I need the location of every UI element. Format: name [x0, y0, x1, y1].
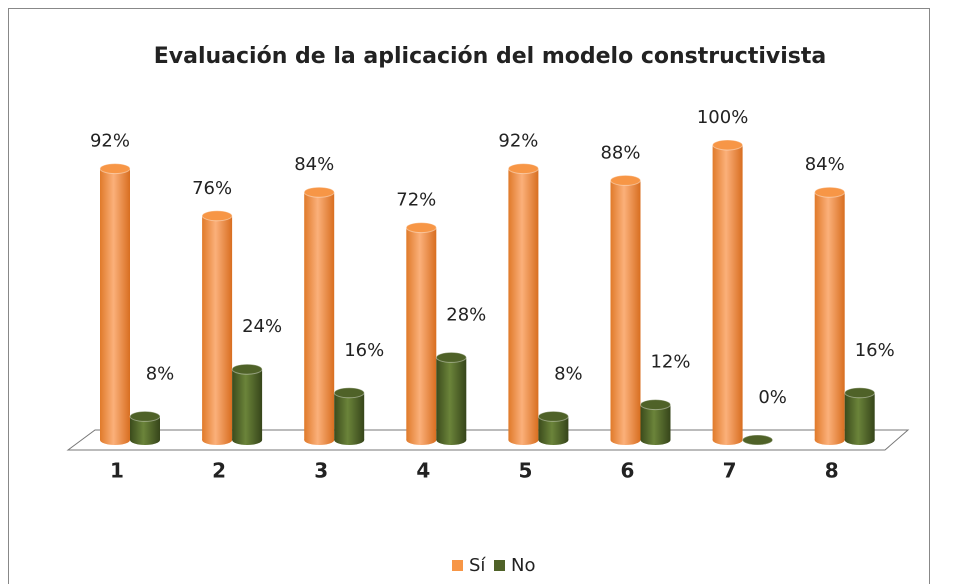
bar-cap: [844, 387, 876, 399]
bar: [334, 392, 365, 440]
bar-cap: [231, 363, 263, 375]
bar: [508, 168, 539, 440]
x-tick-label: 4: [416, 459, 430, 483]
bar: [640, 404, 671, 440]
data-label: 16%: [855, 340, 895, 361]
chart-frame: [8, 8, 930, 584]
bar-cap: [405, 222, 437, 234]
bar-cap: [303, 186, 335, 198]
bar-cap: [435, 351, 467, 363]
legend-swatch: [452, 560, 463, 571]
legend-swatch: [494, 560, 505, 571]
bar-cap: [201, 210, 233, 222]
bar: [712, 145, 743, 440]
bar-cap: [742, 434, 774, 446]
bar: [130, 416, 160, 440]
data-label: 84%: [805, 154, 845, 175]
data-label: 0%: [758, 387, 787, 408]
data-label: 12%: [650, 352, 690, 373]
data-label: 100%: [697, 107, 748, 128]
bar-cap: [712, 139, 744, 151]
floor: [66, 429, 910, 451]
bar: [202, 215, 233, 440]
x-tick-label: 8: [825, 459, 839, 483]
x-tick-label: 2: [212, 459, 226, 483]
bar: [304, 192, 335, 440]
legend-label: No: [511, 555, 535, 576]
data-label: 8%: [554, 363, 583, 384]
bar-cap: [610, 174, 641, 186]
x-tick-label: 1: [110, 459, 124, 483]
data-label: 16%: [344, 340, 384, 361]
bar-cap: [814, 186, 846, 198]
bar: [100, 168, 130, 440]
x-tick-label: 7: [723, 459, 737, 483]
bar-cap: [537, 410, 569, 422]
data-label: 24%: [242, 316, 282, 337]
data-label: 92%: [498, 131, 538, 152]
bar-cap: [99, 163, 131, 175]
bar: [232, 369, 263, 440]
data-label: 72%: [396, 190, 436, 211]
data-label: 28%: [446, 304, 486, 325]
legend-label: Sí: [469, 555, 486, 576]
bar: [814, 192, 845, 440]
bar-cap: [507, 163, 539, 175]
bar-cap: [129, 410, 161, 422]
x-tick-label: 6: [621, 459, 635, 483]
chart-title: Evaluación de la aplicación del modelo c…: [154, 44, 827, 69]
bar-cap: [333, 387, 365, 399]
data-label: 8%: [146, 363, 175, 384]
bar: [436, 357, 467, 440]
bar-cap: [640, 399, 671, 411]
bar: [610, 180, 641, 440]
bar: [538, 416, 569, 440]
bar: [844, 392, 875, 440]
x-tick-label: 5: [518, 459, 532, 483]
data-label: 84%: [294, 154, 334, 175]
data-label: 92%: [90, 131, 130, 152]
bar: [406, 227, 437, 440]
data-label: 76%: [192, 178, 232, 199]
x-tick-label: 3: [314, 459, 328, 483]
data-label: 88%: [600, 142, 640, 163]
